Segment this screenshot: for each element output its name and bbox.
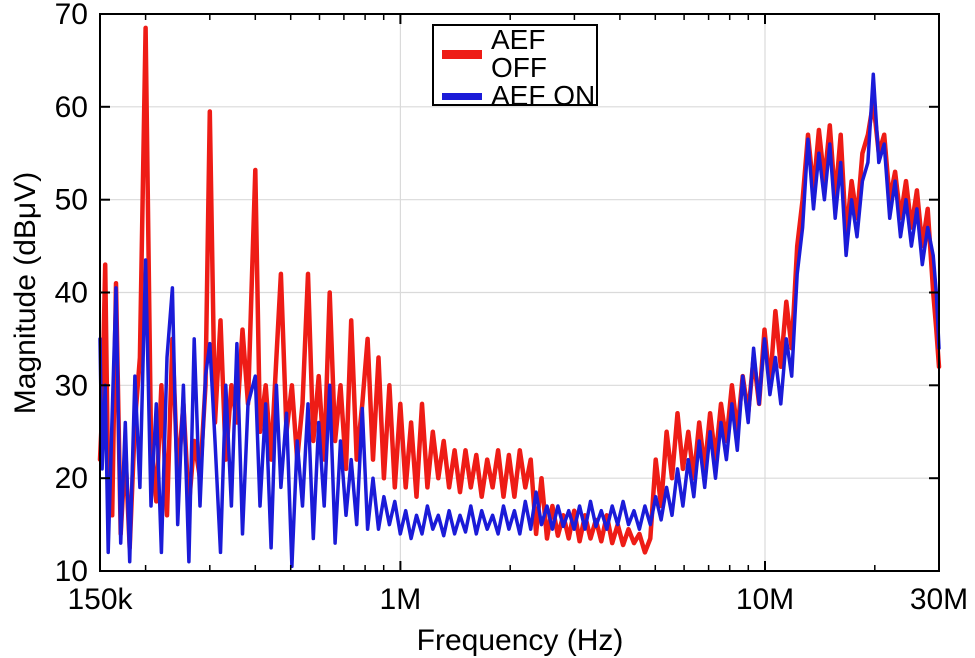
- svg-text:10M: 10M: [736, 583, 794, 616]
- legend-label-aef-off: AEF OFF: [491, 24, 547, 83]
- x-axis-label: Frequency (Hz): [416, 624, 624, 657]
- svg-text:50: 50: [55, 184, 88, 217]
- legend: AEF OFF AEF ON: [432, 24, 598, 110]
- svg-text:30: 30: [55, 369, 88, 402]
- legend-item-aef-on: AEF ON: [442, 82, 596, 110]
- svg-text:30M: 30M: [910, 583, 968, 616]
- svg-text:70: 70: [55, 0, 88, 31]
- svg-text:10: 10: [55, 555, 88, 588]
- legend-item-aef-off: AEF OFF: [442, 26, 596, 82]
- svg-text:150k: 150k: [67, 583, 133, 616]
- aef-on-line-swatch: [442, 92, 482, 100]
- svg-text:20: 20: [55, 462, 88, 495]
- svg-text:40: 40: [55, 277, 88, 310]
- aef-off-line-swatch: [442, 49, 482, 59]
- legend-label-aef-on: AEF ON: [491, 80, 596, 111]
- svg-text:60: 60: [55, 91, 88, 124]
- y-axis-label: Magnitude (dBμV): [9, 171, 42, 415]
- svg-text:1M: 1M: [380, 583, 422, 616]
